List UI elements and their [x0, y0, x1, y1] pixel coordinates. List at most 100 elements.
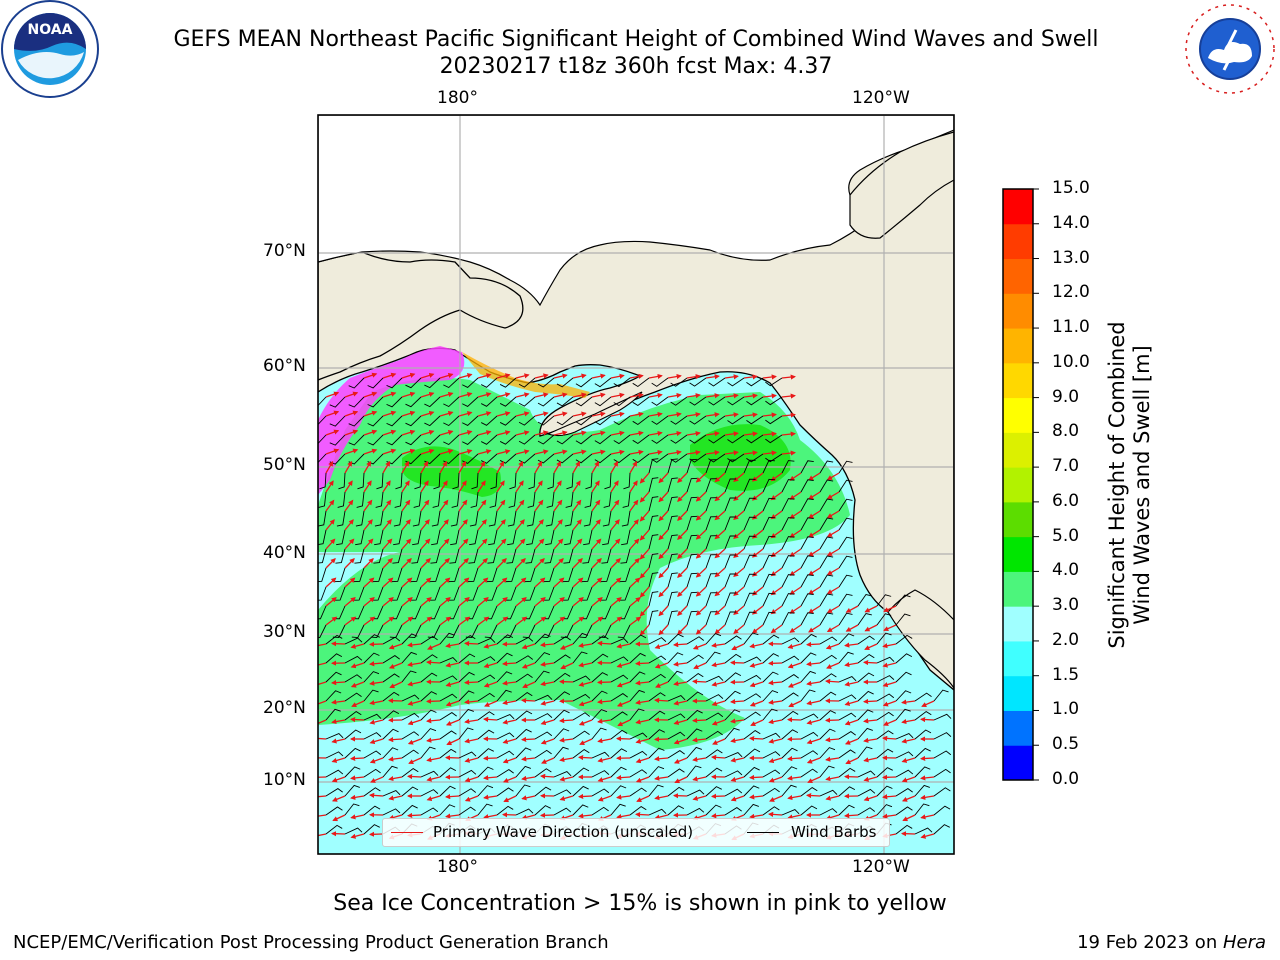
wind-barb — [367, 415, 384, 427]
colorbar-bin — [1003, 362, 1033, 399]
wave-direction-arrow — [515, 558, 526, 569]
wind-barb — [686, 807, 705, 816]
wave-direction-arrow — [711, 662, 726, 668]
wave-direction-arrow — [458, 430, 473, 436]
wind-barb — [727, 377, 745, 387]
wave-direction-arrow — [496, 499, 506, 512]
wave-direction-arrow — [591, 577, 603, 588]
wave-direction-arrow — [521, 643, 536, 650]
wave-direction-arrow — [515, 597, 527, 607]
wave-direction-arrow — [382, 391, 397, 398]
wave-direction-arrow — [502, 738, 517, 744]
wind-barb — [667, 670, 683, 683]
wave-direction-arrow — [458, 460, 467, 474]
wind-barb — [819, 555, 834, 569]
wave-and-wind-vectors — [318, 372, 952, 841]
wave-direction-arrow — [439, 392, 454, 398]
wave-direction-arrow — [667, 392, 682, 399]
wind-barb — [458, 635, 476, 645]
wave-direction-arrow — [730, 737, 745, 744]
wind-barb — [496, 787, 514, 797]
wind-barb — [534, 768, 552, 778]
wave-direction-arrow — [762, 374, 777, 380]
wind-barb — [743, 554, 756, 569]
wave-direction-arrow — [901, 776, 916, 783]
wind-barb — [319, 472, 327, 490]
wave-direction-arrow — [553, 519, 563, 531]
map-frame — [317, 114, 955, 855]
land-siberia — [318, 115, 524, 381]
wind-barb — [405, 396, 422, 408]
wind-barb — [800, 805, 818, 816]
wind-barb — [439, 693, 458, 702]
wind-barb — [439, 656, 458, 664]
wind-barb — [651, 453, 669, 463]
wind-barb — [367, 377, 384, 389]
wind-barb — [373, 548, 384, 564]
wave-direction-arrow — [445, 700, 460, 707]
colorbar-frame — [1002, 188, 1034, 781]
wave-direction-arrow — [521, 775, 536, 781]
wind-barb — [490, 472, 498, 490]
wave-direction-arrow — [768, 776, 783, 783]
wave-direction-arrow — [691, 678, 707, 685]
wave-direction-arrow — [521, 756, 536, 762]
wave-direction-arrow — [789, 472, 802, 481]
wave-direction-arrow — [863, 795, 878, 802]
wave-direction-arrow — [673, 700, 688, 706]
wave-direction-arrow — [610, 577, 622, 588]
wind-barb — [355, 529, 365, 546]
wave-direction-arrow — [648, 392, 663, 399]
wind-barb — [410, 567, 422, 583]
colorbar-bin — [1003, 328, 1033, 364]
wind-barb — [325, 788, 343, 797]
colorbar-tick-label: 15.0 — [1052, 178, 1090, 198]
wind-barb — [651, 415, 669, 425]
wind-barb — [351, 624, 365, 639]
wave-direction-arrow — [382, 410, 397, 417]
wave-direction-arrow — [344, 429, 359, 436]
wind-barb — [534, 694, 553, 702]
wind-barb — [838, 786, 856, 797]
wave-direction-arrow — [789, 586, 802, 595]
wind-barb — [372, 567, 384, 583]
wind-barb — [705, 749, 723, 759]
wave-direction-arrow — [370, 776, 384, 783]
wind-barb — [534, 786, 552, 797]
wind-barb — [439, 748, 457, 759]
wave-direction-arrow — [786, 756, 802, 762]
wave-direction-arrow — [401, 499, 411, 512]
colorbar-tick-label: 2.0 — [1052, 629, 1080, 650]
wave-direction-arrow — [629, 460, 638, 474]
wave-direction-arrow — [515, 430, 530, 436]
wave-direction-arrow — [629, 538, 640, 550]
wave-direction-arrow — [559, 795, 574, 801]
wind-barb — [553, 709, 570, 721]
wind-barb — [528, 472, 536, 490]
wind-barb — [325, 806, 343, 816]
wave-direction-arrow — [845, 624, 859, 632]
wind-barb — [838, 804, 855, 816]
wave-direction-arrow — [826, 567, 840, 576]
wind-barb — [819, 808, 838, 816]
wind-barb — [499, 396, 517, 407]
wave-direction-arrow — [667, 430, 682, 437]
wind-barb — [648, 637, 667, 645]
wave-direction-arrow — [578, 700, 593, 707]
wind-barb — [488, 529, 498, 546]
wind-barb — [876, 767, 893, 778]
wind-barb — [838, 536, 853, 550]
wave-direction-arrow — [496, 538, 507, 550]
wave-direction-arrow — [789, 548, 802, 557]
wave-direction-arrow — [540, 681, 555, 687]
wave-direction-arrow — [331, 699, 346, 705]
wind-barb — [363, 732, 382, 740]
wind-barb — [572, 749, 590, 759]
wave-direction-arrow — [808, 472, 821, 481]
wave-direction-arrow — [789, 529, 802, 538]
wind-barb — [584, 491, 593, 508]
colorbar-tick-label: 10.0 — [1052, 351, 1090, 372]
wave-direction-arrow — [672, 642, 688, 648]
wave-direction-arrow — [496, 558, 507, 569]
wind-barb — [800, 555, 814, 569]
